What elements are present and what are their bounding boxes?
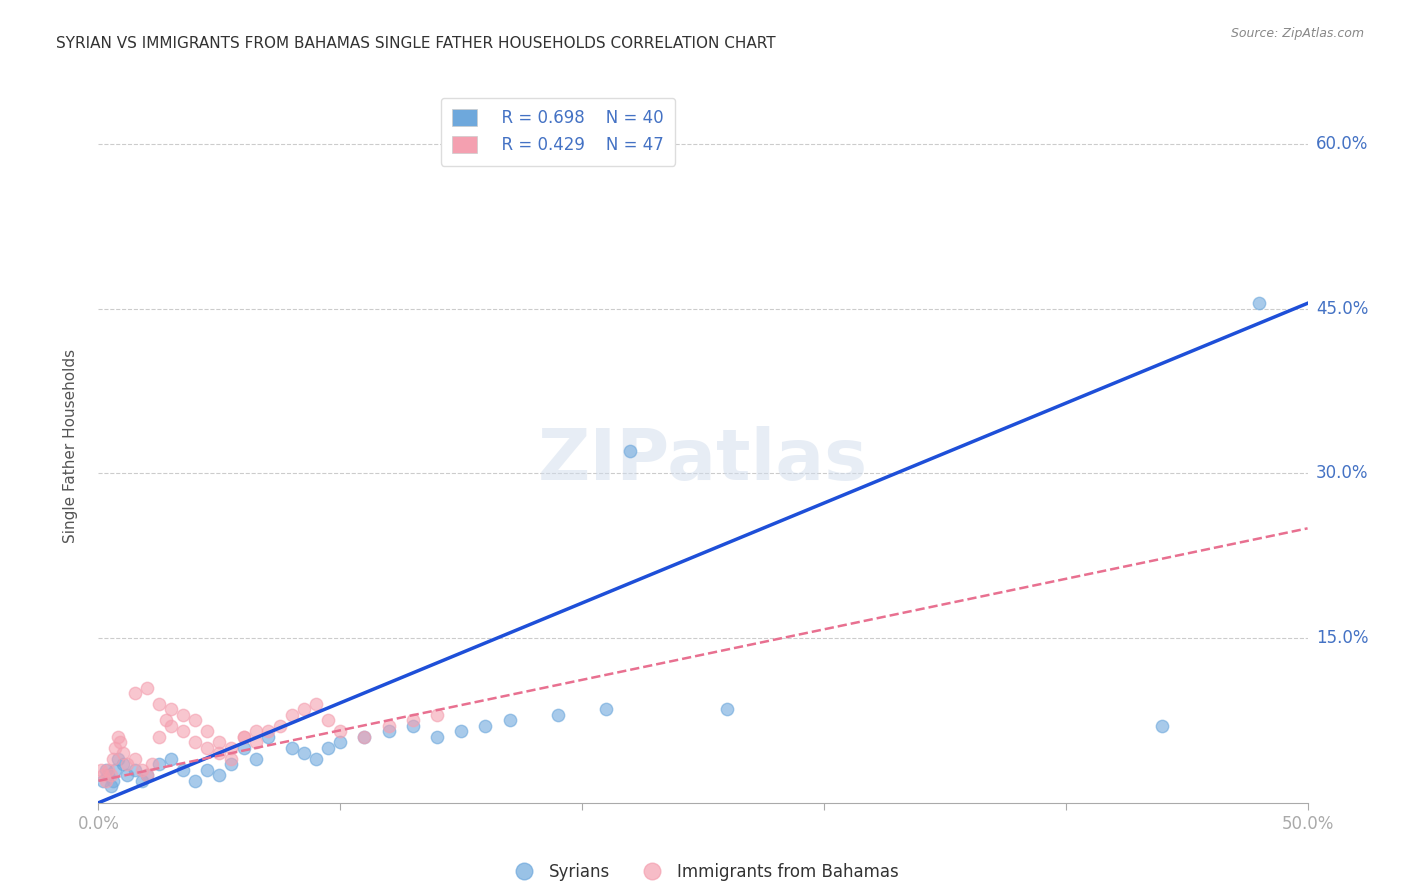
Point — [97, 768, 120, 782]
Point — [111, 747, 134, 761]
Point — [281, 708, 304, 723]
Point — [160, 719, 183, 733]
Text: SYRIAN VS IMMIGRANTS FROM BAHAMAS SINGLE FATHER HOUSEHOLDS CORRELATION CHART: SYRIAN VS IMMIGRANTS FROM BAHAMAS SINGLE… — [56, 36, 776, 51]
Point — [245, 752, 267, 766]
Point — [1152, 719, 1174, 733]
Point — [117, 768, 139, 782]
Point — [353, 730, 375, 744]
Point — [595, 702, 617, 716]
Point — [208, 735, 231, 749]
Point — [124, 686, 146, 700]
Point — [172, 708, 194, 723]
Point — [97, 763, 120, 777]
Point — [377, 724, 399, 739]
Point — [195, 740, 218, 755]
Point — [305, 697, 328, 711]
Point — [148, 697, 170, 711]
Point — [100, 780, 122, 794]
Point — [232, 730, 254, 744]
Point — [256, 724, 278, 739]
Point — [135, 681, 157, 695]
Point — [131, 763, 153, 777]
Point — [316, 714, 339, 728]
Point — [1249, 296, 1271, 310]
Legend: Syrians, Immigrants from Bahamas: Syrians, Immigrants from Bahamas — [501, 856, 905, 888]
Point — [111, 757, 134, 772]
Point — [221, 740, 243, 755]
Point — [353, 730, 375, 744]
Point — [402, 714, 425, 728]
Point — [101, 752, 124, 766]
Point — [292, 747, 315, 761]
Point — [100, 768, 122, 782]
Point — [221, 757, 243, 772]
Point — [148, 730, 170, 744]
Point — [245, 724, 267, 739]
Point — [135, 768, 157, 782]
Point — [195, 724, 218, 739]
Text: 15.0%: 15.0% — [1316, 629, 1368, 647]
Point — [107, 752, 129, 766]
Point — [160, 752, 183, 766]
Point — [619, 444, 641, 458]
Point — [124, 752, 146, 766]
Point — [305, 752, 328, 766]
Point — [94, 763, 117, 777]
Point — [547, 708, 569, 723]
Point — [91, 768, 114, 782]
Point — [104, 763, 127, 777]
Text: ZIPatlas: ZIPatlas — [538, 425, 868, 495]
Point — [716, 702, 738, 716]
Point — [256, 730, 278, 744]
Point — [155, 714, 177, 728]
Point — [104, 740, 127, 755]
Text: 30.0%: 30.0% — [1316, 465, 1368, 483]
Point — [232, 730, 254, 744]
Point — [148, 757, 170, 772]
Point — [377, 719, 399, 733]
Point — [292, 702, 315, 716]
Text: 45.0%: 45.0% — [1316, 300, 1368, 318]
Point — [281, 740, 304, 755]
Point — [91, 773, 114, 788]
Point — [172, 763, 194, 777]
Point — [94, 773, 117, 788]
Point — [426, 708, 449, 723]
Point — [195, 763, 218, 777]
Point — [184, 735, 207, 749]
Point — [450, 724, 472, 739]
Point — [101, 773, 124, 788]
Point — [316, 740, 339, 755]
Point — [184, 714, 207, 728]
Point — [232, 740, 254, 755]
Text: 60.0%: 60.0% — [1316, 135, 1368, 153]
Point — [474, 719, 496, 733]
Text: Source: ZipAtlas.com: Source: ZipAtlas.com — [1230, 27, 1364, 40]
Point — [108, 735, 131, 749]
Point — [208, 768, 231, 782]
Point — [402, 719, 425, 733]
Point — [117, 757, 139, 772]
Point — [131, 773, 153, 788]
Point — [124, 763, 146, 777]
Point — [184, 773, 207, 788]
Point — [172, 724, 194, 739]
Point — [221, 752, 243, 766]
Point — [329, 735, 352, 749]
Point — [141, 757, 163, 772]
Point — [269, 719, 291, 733]
Point — [107, 730, 129, 744]
Point — [135, 768, 157, 782]
Point — [329, 724, 352, 739]
Point — [426, 730, 449, 744]
Point — [498, 714, 520, 728]
Point — [90, 763, 112, 777]
Point — [160, 702, 183, 716]
Y-axis label: Single Father Households: Single Father Households — [63, 349, 77, 543]
Point — [208, 747, 231, 761]
Point — [245, 735, 267, 749]
